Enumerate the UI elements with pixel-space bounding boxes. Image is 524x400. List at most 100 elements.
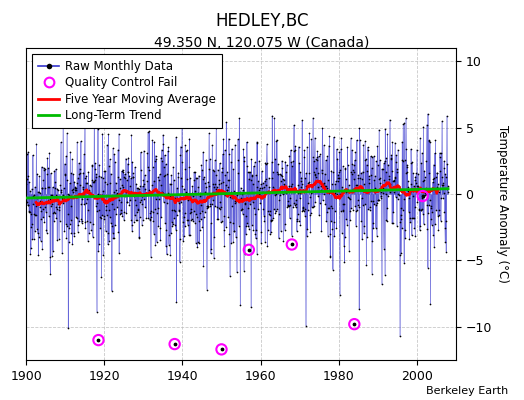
Point	[241, 200, 249, 206]
Point	[197, 202, 205, 209]
Point	[293, 211, 302, 218]
Point	[238, 187, 247, 193]
Point	[52, 166, 60, 172]
Point	[119, 184, 127, 190]
Point	[245, 197, 254, 203]
Point	[267, 159, 276, 165]
Point	[68, 156, 77, 162]
Point	[412, 146, 421, 153]
Point	[249, 226, 257, 233]
Point	[174, 169, 182, 176]
Point	[360, 181, 368, 187]
Point	[337, 208, 345, 214]
Point	[442, 218, 450, 224]
Point	[389, 189, 398, 195]
Point	[61, 220, 70, 227]
Point	[217, 204, 225, 210]
Point	[103, 181, 112, 188]
Point	[50, 168, 58, 174]
Point	[397, 250, 406, 256]
Point	[220, 242, 228, 249]
Point	[374, 197, 382, 204]
Point	[117, 207, 125, 214]
Point	[306, 229, 314, 235]
Point	[135, 213, 144, 220]
Point	[388, 168, 396, 174]
Point	[170, 341, 179, 347]
Point	[429, 176, 438, 182]
Point	[285, 203, 293, 210]
Point	[177, 143, 185, 150]
Point	[369, 220, 377, 226]
Point	[270, 114, 279, 121]
Point	[194, 184, 202, 190]
Point	[221, 147, 229, 153]
Point	[272, 208, 280, 214]
Point	[108, 145, 117, 152]
Point	[141, 186, 150, 192]
Point	[208, 142, 216, 148]
Point	[410, 204, 419, 210]
Point	[439, 182, 447, 188]
Point	[71, 186, 79, 193]
Point	[97, 274, 106, 280]
Point	[157, 214, 166, 220]
Point	[387, 154, 395, 161]
Point	[422, 158, 430, 164]
Point	[215, 160, 224, 167]
Point	[68, 241, 77, 247]
Point	[290, 122, 298, 128]
Point	[333, 178, 342, 184]
Point	[420, 168, 429, 174]
Point	[112, 179, 120, 186]
Point	[190, 220, 199, 226]
Point	[390, 177, 398, 184]
Point	[351, 157, 359, 163]
Point	[271, 190, 280, 197]
Point	[336, 167, 344, 174]
Point	[32, 195, 41, 201]
Point	[210, 234, 219, 240]
Point	[154, 205, 162, 212]
Point	[170, 177, 178, 183]
Point	[38, 246, 46, 252]
Point	[417, 207, 425, 214]
Point	[353, 202, 362, 208]
Point	[383, 205, 391, 212]
Point	[166, 252, 174, 258]
Point	[116, 211, 125, 217]
Point	[339, 163, 347, 170]
Point	[314, 184, 323, 190]
Point	[69, 188, 77, 195]
Point	[388, 139, 397, 146]
Point	[58, 196, 66, 203]
Point	[128, 159, 137, 165]
Point	[224, 214, 232, 220]
Point	[395, 219, 403, 225]
Point	[23, 150, 31, 157]
Point	[336, 146, 345, 152]
Point	[60, 228, 69, 234]
Point	[167, 172, 176, 178]
Point	[344, 187, 353, 193]
Point	[62, 177, 71, 183]
Point	[24, 149, 32, 155]
Point	[426, 197, 434, 204]
Point	[41, 166, 50, 172]
Point	[248, 172, 256, 178]
Point	[106, 214, 114, 220]
Point	[119, 174, 128, 181]
Point	[204, 203, 213, 210]
Point	[92, 308, 101, 315]
Point	[276, 192, 284, 198]
Point	[34, 252, 42, 258]
Point	[201, 180, 209, 186]
Point	[23, 176, 31, 182]
Point	[428, 222, 436, 228]
Point	[54, 194, 62, 200]
Point	[302, 183, 311, 189]
Point	[43, 196, 52, 203]
Point	[134, 207, 142, 214]
Point	[266, 230, 275, 237]
Point	[307, 210, 315, 216]
